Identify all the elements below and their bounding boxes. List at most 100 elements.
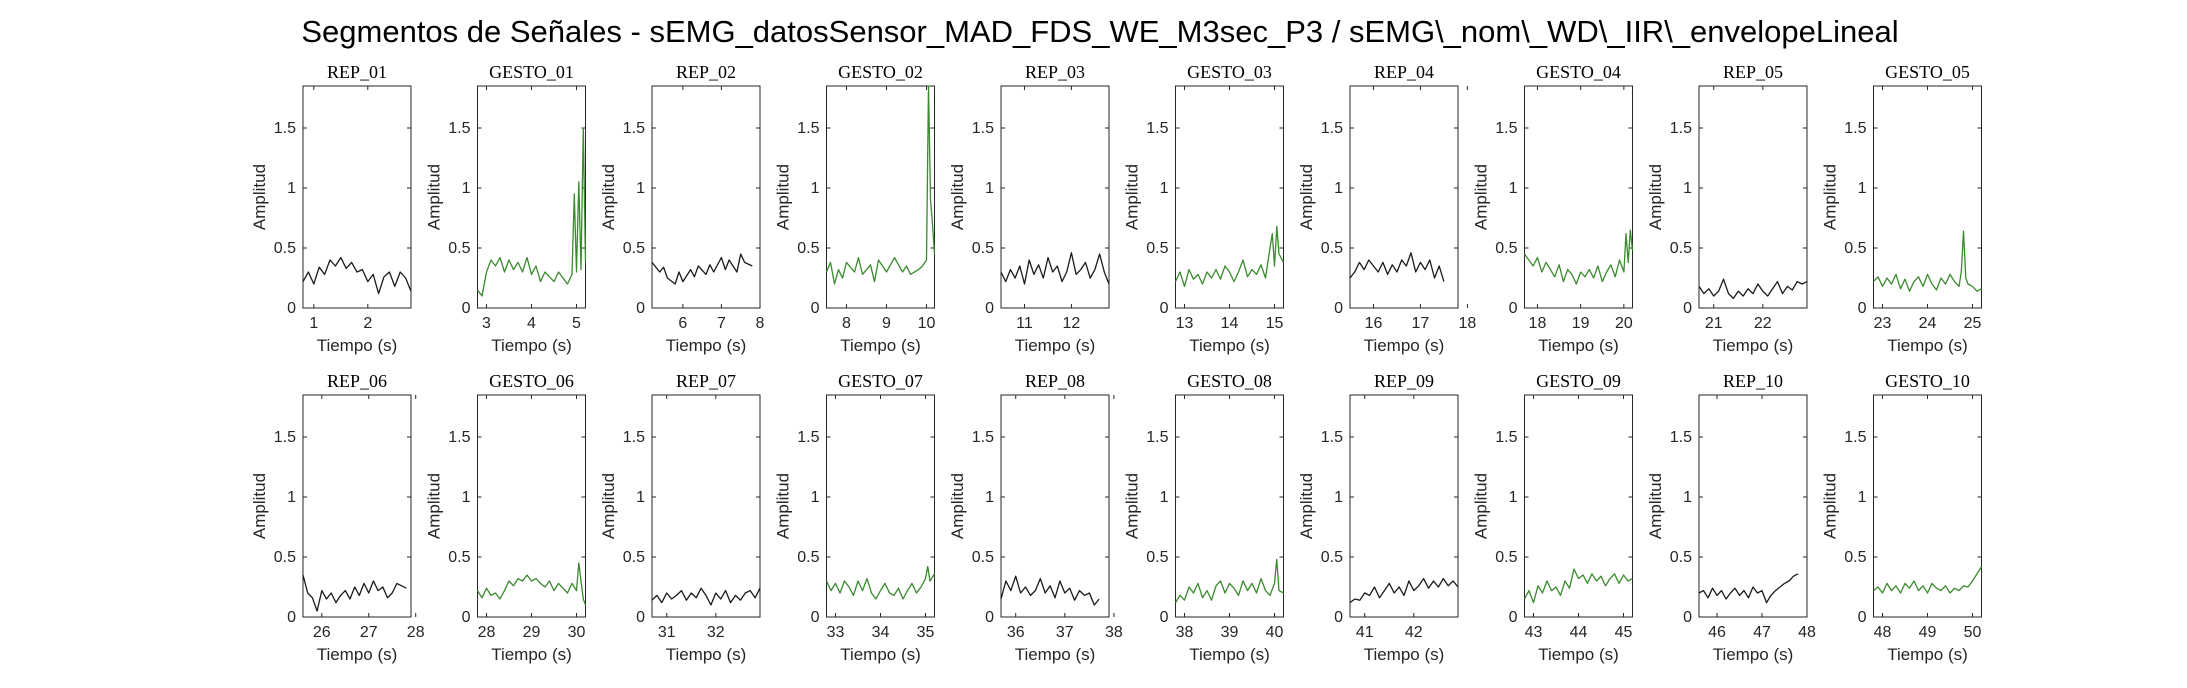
subplot-gesto-02: GESTO_02 0 0.5 1 1.5 8 9 10 Tiempo (s) Amplitud	[774, 62, 936, 355]
rep-signal-line	[651, 253, 753, 285]
y-tick-label: 1	[636, 180, 645, 197]
y-axis-label: Amplitud	[1646, 164, 1665, 230]
subplot-title: GESTO_03	[1187, 62, 1272, 82]
gesto-signal-line	[1873, 566, 1983, 594]
subplot-title: REP_04	[1374, 62, 1434, 82]
subplot-title: GESTO_04	[1536, 62, 1621, 82]
x-tick-label: 24	[1919, 315, 1937, 332]
y-tick-label: 1	[287, 180, 296, 197]
axes-frame	[1698, 394, 1808, 618]
rep-signal-line	[1000, 252, 1110, 285]
subplot-title: GESTO_06	[489, 371, 574, 391]
axes-frame	[477, 394, 586, 618]
x-axis-label: Tiempo (s)	[1713, 336, 1794, 355]
x-tick-label: 47	[1753, 624, 1771, 641]
rep-signal-line	[1698, 573, 1799, 604]
subplot-title: REP_06	[327, 371, 387, 391]
y-tick-label: 0.5	[1321, 549, 1343, 566]
y-tick-label: 1.5	[1321, 120, 1343, 137]
gesto-signal-line	[1174, 225, 1285, 288]
y-tick-label: 1.5	[623, 429, 645, 446]
x-tick-label: 46	[1708, 624, 1726, 641]
y-tick-label: 1	[462, 180, 471, 197]
y-axis-label: Amplitud	[1472, 164, 1491, 230]
subplot-title: GESTO_05	[1885, 62, 1970, 82]
y-axis-label: Amplitud	[1821, 164, 1840, 230]
axes-frame	[1000, 394, 1110, 618]
x-tick-label: 19	[1572, 315, 1590, 332]
subplot-title: GESTO_10	[1885, 371, 1970, 391]
y-tick-label: 1	[1858, 180, 1867, 197]
y-tick-label: 1	[1683, 180, 1692, 197]
gesto-signal-line	[1174, 558, 1284, 603]
y-tick-label: 0	[1858, 300, 1867, 317]
y-axis-label: Amplitud	[425, 473, 444, 539]
y-axis-label: Amplitud	[1472, 473, 1491, 539]
y-tick-label: 1	[811, 180, 820, 197]
y-axis-label: Amplitud	[948, 473, 967, 539]
y-tick-label: 0	[1858, 609, 1867, 626]
y-axis-label: Amplitud	[1123, 473, 1142, 539]
x-axis-label: Tiempo (s)	[1364, 336, 1445, 355]
subplot-title: GESTO_08	[1187, 371, 1272, 391]
y-tick-label: 1	[287, 489, 296, 506]
x-tick-label: 2	[363, 315, 372, 332]
x-tick-label: 30	[568, 624, 586, 641]
y-tick-label: 0	[636, 300, 645, 317]
x-tick-label: 28	[478, 624, 496, 641]
y-tick-label: 0.5	[1495, 240, 1517, 257]
gesto-signal-line	[825, 565, 936, 600]
subplot-gesto-09: GESTO_09 0 0.5 1 1.5 43 44 45 Tiempo (s) Amplitud	[1472, 371, 1633, 664]
x-axis-label: Tiempo (s)	[1538, 645, 1619, 664]
y-tick-label: 0	[636, 609, 645, 626]
x-tick-label: 41	[1356, 624, 1374, 641]
x-tick-label: 43	[1525, 624, 1543, 641]
x-axis-label: Tiempo (s)	[840, 336, 921, 355]
x-tick-label: 6	[678, 315, 687, 332]
y-tick-label: 0.5	[623, 549, 645, 566]
y-tick-label: 0.5	[1670, 240, 1692, 257]
gesto-signal-line	[1523, 229, 1634, 285]
y-tick-label: 1.5	[1844, 429, 1866, 446]
axes-frame	[477, 85, 586, 309]
y-tick-label: 1.5	[1495, 429, 1517, 446]
x-tick-label: 26	[313, 624, 331, 641]
x-tick-label: 15	[1266, 315, 1284, 332]
subplot-title: REP_01	[327, 62, 387, 82]
axes-frame	[302, 85, 412, 309]
subplot-gesto-05: GESTO_05 0 0.5 1 1.5 23 24 25 Tiempo (s) Amplitud	[1821, 62, 1982, 355]
y-axis-label: Amplitud	[1297, 473, 1316, 539]
x-tick-label: 25	[1964, 315, 1982, 332]
x-tick-label: 5	[572, 315, 581, 332]
subplot-title: REP_10	[1723, 371, 1783, 391]
x-axis-label: Tiempo (s)	[1364, 645, 1445, 664]
y-tick-label: 1.5	[448, 120, 470, 137]
y-tick-label: 0.5	[1844, 549, 1866, 566]
y-tick-label: 1	[985, 489, 994, 506]
y-tick-label: 0	[1160, 300, 1169, 317]
y-tick-label: 1	[1160, 180, 1169, 197]
subplot-gesto-10: GESTO_10 0 0.5 1 1.5 48 49 50 Tiempo (s) Amplitud	[1821, 371, 1983, 664]
x-tick-label: 18	[1458, 315, 1476, 332]
x-axis-label: Tiempo (s)	[1015, 645, 1096, 664]
y-tick-label: 0.5	[1321, 240, 1343, 257]
y-tick-label: 0.5	[1146, 240, 1168, 257]
y-tick-label: 1	[462, 489, 471, 506]
x-tick-label: 39	[1221, 624, 1239, 641]
y-axis-label: Amplitud	[599, 473, 618, 539]
subplot-title: GESTO_02	[838, 62, 923, 82]
x-tick-label: 36	[1007, 624, 1025, 641]
y-tick-label: 1.5	[1146, 429, 1168, 446]
y-tick-label: 0.5	[448, 549, 470, 566]
gesto-signal-line	[476, 127, 587, 297]
x-axis-label: Tiempo (s)	[1887, 645, 1968, 664]
y-tick-label: 0	[1334, 609, 1343, 626]
y-axis-label: Amplitud	[774, 164, 793, 230]
y-tick-label: 0	[811, 609, 820, 626]
y-tick-label: 0	[985, 609, 994, 626]
axes-frame	[1873, 85, 1982, 309]
x-tick-label: 4	[527, 315, 536, 332]
